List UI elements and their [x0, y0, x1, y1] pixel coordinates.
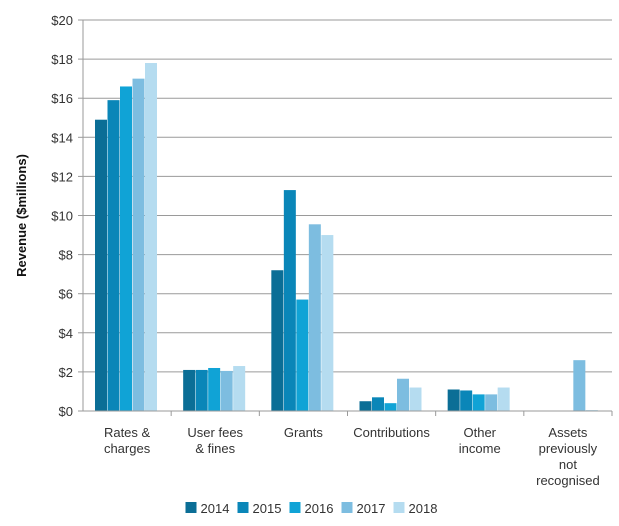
bar-2017-2 [308, 224, 321, 411]
bar-2017-4 [485, 394, 498, 411]
legend-swatch-2016 [289, 502, 301, 513]
bar-2014-3 [359, 401, 372, 411]
category-label: Rates & [104, 425, 151, 440]
legend-swatch-2015 [237, 502, 249, 513]
y-tick-label: $14 [51, 130, 73, 145]
category-label: Contributions [353, 425, 430, 440]
category-label: User fees [187, 425, 243, 440]
bar-2014-0 [95, 119, 107, 411]
legend-label-2014: 2014 [201, 501, 230, 516]
y-tick-label: $8 [59, 248, 73, 263]
legend-label-2016: 2016 [305, 501, 334, 516]
category-label: income [459, 441, 501, 456]
y-tick-label: $0 [59, 404, 73, 419]
category-label: Other [463, 425, 496, 440]
y-tick-label: $16 [51, 91, 73, 106]
category-label: Grants [284, 425, 324, 440]
bar-2015-0 [107, 100, 120, 411]
bar-2016-4 [472, 394, 485, 411]
bar-2018-2 [321, 235, 334, 411]
bar-2017-3 [397, 378, 409, 411]
legend-swatch-2014 [185, 502, 197, 513]
bar-2015-4 [460, 390, 473, 411]
legend-label-2015: 2015 [253, 501, 282, 516]
bar-2017-1 [220, 370, 233, 411]
bar-2016-0 [120, 86, 132, 411]
bar-2016-1 [208, 367, 221, 411]
y-tick-label: $2 [59, 365, 73, 380]
bar-2017-5 [573, 360, 586, 411]
bar-2015-1 [195, 369, 208, 411]
y-tick-label: $10 [51, 209, 73, 224]
legend-label-2018: 2018 [409, 501, 438, 516]
y-tick-label: $4 [59, 326, 73, 341]
bar-2018-4 [497, 387, 510, 411]
y-tick-label: $18 [51, 52, 73, 67]
y-tick-label: $6 [59, 287, 73, 302]
bar-2014-2 [271, 270, 284, 411]
category-label: recognised [536, 473, 600, 488]
bar-2015-3 [372, 397, 384, 411]
y-tick-label: $12 [51, 169, 73, 184]
legend-label-2017: 2017 [357, 501, 386, 516]
bar-2018-3 [409, 387, 422, 411]
bar-2016-2 [296, 299, 309, 411]
category-label: Assets [548, 425, 588, 440]
bar-2018-1 [233, 366, 246, 411]
bar-2017-0 [132, 78, 145, 412]
y-axis-title: Revenue ($millions) [14, 154, 29, 277]
bar-2015-2 [283, 190, 296, 411]
legend-swatch-2018 [393, 502, 405, 513]
bar-2016-3 [384, 403, 397, 411]
bar-2018-0 [145, 63, 157, 411]
bar-2014-1 [183, 369, 196, 411]
category-label: charges [104, 441, 151, 456]
category-label: previously [539, 441, 598, 456]
category-label: & fines [195, 441, 235, 456]
bar-2014-4 [447, 389, 460, 411]
legend-swatch-2017 [341, 502, 353, 513]
y-tick-label: $20 [51, 13, 73, 28]
category-label: not [559, 457, 577, 472]
